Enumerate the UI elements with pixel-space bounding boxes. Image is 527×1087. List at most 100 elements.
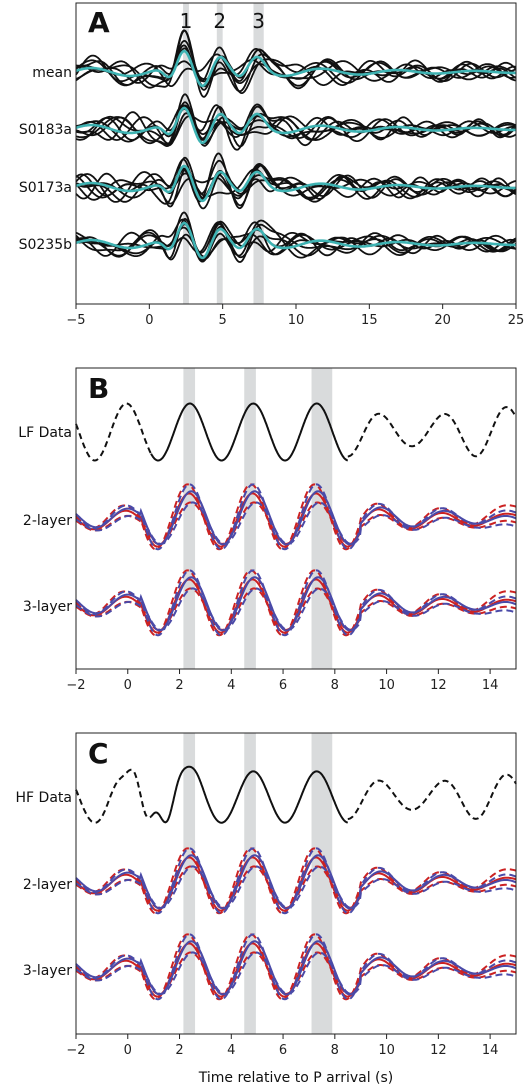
panel-a-x-tick-label: 10: [288, 313, 305, 328]
panel-b-x-axis: −2 0 2 4 6 8 10 12 14: [66, 669, 498, 693]
panel-c-data-trace-outside: [347, 773, 517, 820]
panel-c-row-label: HF Data: [16, 790, 72, 806]
panel-c-x-tick-label: 10: [378, 1043, 395, 1058]
panel-b-x-tick-label: 2: [175, 678, 183, 693]
panel-b: B LF Data 2-layer 3-layer −2 0 2 4 6 8 10 12 14: [18, 367, 517, 693]
panel-b-x-tick-label: 4: [227, 678, 235, 693]
panel-c-frame: [75, 732, 517, 1035]
panel-b-x-tick-label: 12: [430, 678, 447, 693]
panel-b-model-bound: [75, 483, 517, 551]
panel-c-row-label: 2-layer: [23, 877, 72, 893]
panel-a-x-tick-label: 15: [361, 313, 378, 328]
panel-b-row-label: 2-layer: [23, 513, 72, 529]
panel-c-data-trace: [150, 765, 349, 824]
panel-a-band-label: 2: [213, 9, 226, 33]
panel-b-x-tick-label: 10: [378, 678, 395, 693]
panel-b-highlight-band: [311, 368, 333, 669]
panel-c-x-tick-label: 2: [175, 1043, 183, 1058]
panel-a-row-label: mean: [32, 65, 72, 81]
panel-a-row-label: S0235b: [19, 237, 73, 253]
panel-a-traces: [75, 29, 517, 263]
panel-c-model-median: [75, 856, 517, 912]
panel-a-x-tick-label: −5: [66, 313, 85, 328]
panel-a-letter: A: [88, 6, 110, 39]
panel-c: C HF Data 2-layer 3-layer −2 0 2 4 6 8 10 12 14: [16, 732, 517, 1058]
panel-a-mean-trace: [75, 49, 516, 88]
panel-a-band-label: 1: [180, 9, 193, 33]
panel-b-x-tick-label: 6: [279, 678, 287, 693]
panel-c-model-bound: [75, 847, 517, 915]
panel-b-model-bound: [75, 483, 517, 551]
panel-b-highlight-band: [183, 368, 196, 669]
panel-a-x-tick-label: 5: [219, 313, 227, 328]
panel-c-x-tick-label: 12: [430, 1043, 447, 1058]
panel-c-x-tick-label: −2: [66, 1043, 85, 1058]
panel-a-x-tick-label: 0: [145, 313, 153, 328]
panel-a-station-trace: [76, 223, 517, 261]
panel-b-model-bound: [75, 569, 517, 637]
panel-a-bands: [183, 3, 264, 304]
panel-b-x-tick-label: 0: [124, 678, 132, 693]
panel-a-mean-trace: [75, 164, 516, 203]
panel-c-letter: C: [88, 737, 109, 770]
panel-a-highlight-band: [183, 3, 189, 304]
panel-a-station-trace: [75, 47, 517, 88]
panel-a-station-trace: [75, 168, 517, 203]
panel-b-data-trace-outside: [75, 402, 152, 462]
panel-c-model-bound: [75, 951, 517, 995]
panel-b-letter: B: [88, 372, 109, 405]
panel-a-frame: [75, 2, 517, 305]
panel-a-station-trace: [75, 221, 517, 259]
panel-b-model-bound: [75, 587, 517, 631]
panel-a-row-labels: mean S0183a S0173a S0235b: [19, 65, 73, 253]
panel-a-station-trace: [75, 104, 517, 145]
panel-a-x-axis: −5 0 5 10 15 20 25: [66, 304, 524, 328]
panel-b-x-tick-label: 14: [482, 678, 499, 693]
panel-a-station-trace: [75, 217, 517, 262]
panel-a-station-trace: [75, 112, 517, 147]
panel-c-highlight-band: [244, 733, 256, 1034]
panel-b-frame: [75, 367, 517, 670]
panel-c-highlight-band: [183, 733, 196, 1034]
panel-c-x-tick-label: 0: [124, 1043, 132, 1058]
panel-c-model-median: [75, 942, 517, 998]
panel-a-mean-trace: [75, 221, 516, 260]
x-axis-title: Time relative to P arrival (s): [198, 1070, 394, 1086]
panel-b-x-tick-label: −2: [66, 678, 85, 693]
panel-c-model-bound: [75, 933, 517, 1001]
panel-c-traces: [75, 765, 517, 1001]
panel-b-x-tick-label: 8: [331, 678, 339, 693]
panel-b-model-median: [75, 492, 517, 548]
panel-c-row-label: 3-layer: [23, 963, 72, 979]
panel-b-row-label: 3-layer: [23, 599, 72, 615]
panel-a-station-trace: [75, 226, 517, 258]
panel-c-model-bound: [75, 933, 517, 1001]
panel-a-station-trace: [75, 39, 517, 93]
panel-c-row-labels: HF Data 2-layer 3-layer: [16, 790, 73, 979]
panel-a-highlight-band: [253, 3, 264, 304]
panel-a-row-label: S0173a: [19, 180, 72, 196]
panel-b-model-median: [75, 578, 517, 634]
panel-c-highlight-band: [311, 733, 333, 1034]
panel-a-row-label: S0183a: [19, 122, 72, 138]
panel-b-model-bound: [75, 569, 517, 637]
panel-c-x-tick-label: 14: [482, 1043, 499, 1058]
panel-c-x-tick-label: 4: [227, 1043, 235, 1058]
panel-c-x-axis: −2 0 2 4 6 8 10 12 14: [66, 1034, 498, 1058]
panel-b-data-trace-outside: [347, 406, 517, 458]
panel-b-row-labels: LF Data 2-layer 3-layer: [18, 425, 72, 615]
panel-c-model-bound: [75, 865, 517, 909]
panel-b-data-trace: [150, 402, 348, 462]
panel-a-station-trace: [75, 44, 517, 95]
panel-a-station-trace: [75, 115, 517, 145]
panel-b-row-label: LF Data: [18, 425, 72, 441]
panel-a-band-label: 3: [252, 9, 265, 33]
panel-c-data-trace-outside: [75, 768, 152, 824]
panel-b-highlight-band: [244, 368, 256, 669]
panel-c-model-bound: [75, 847, 517, 915]
panel-c-x-tick-label: 8: [331, 1043, 339, 1058]
panel-a-mean-trace: [75, 106, 516, 145]
panel-a-station-trace: [75, 159, 517, 208]
